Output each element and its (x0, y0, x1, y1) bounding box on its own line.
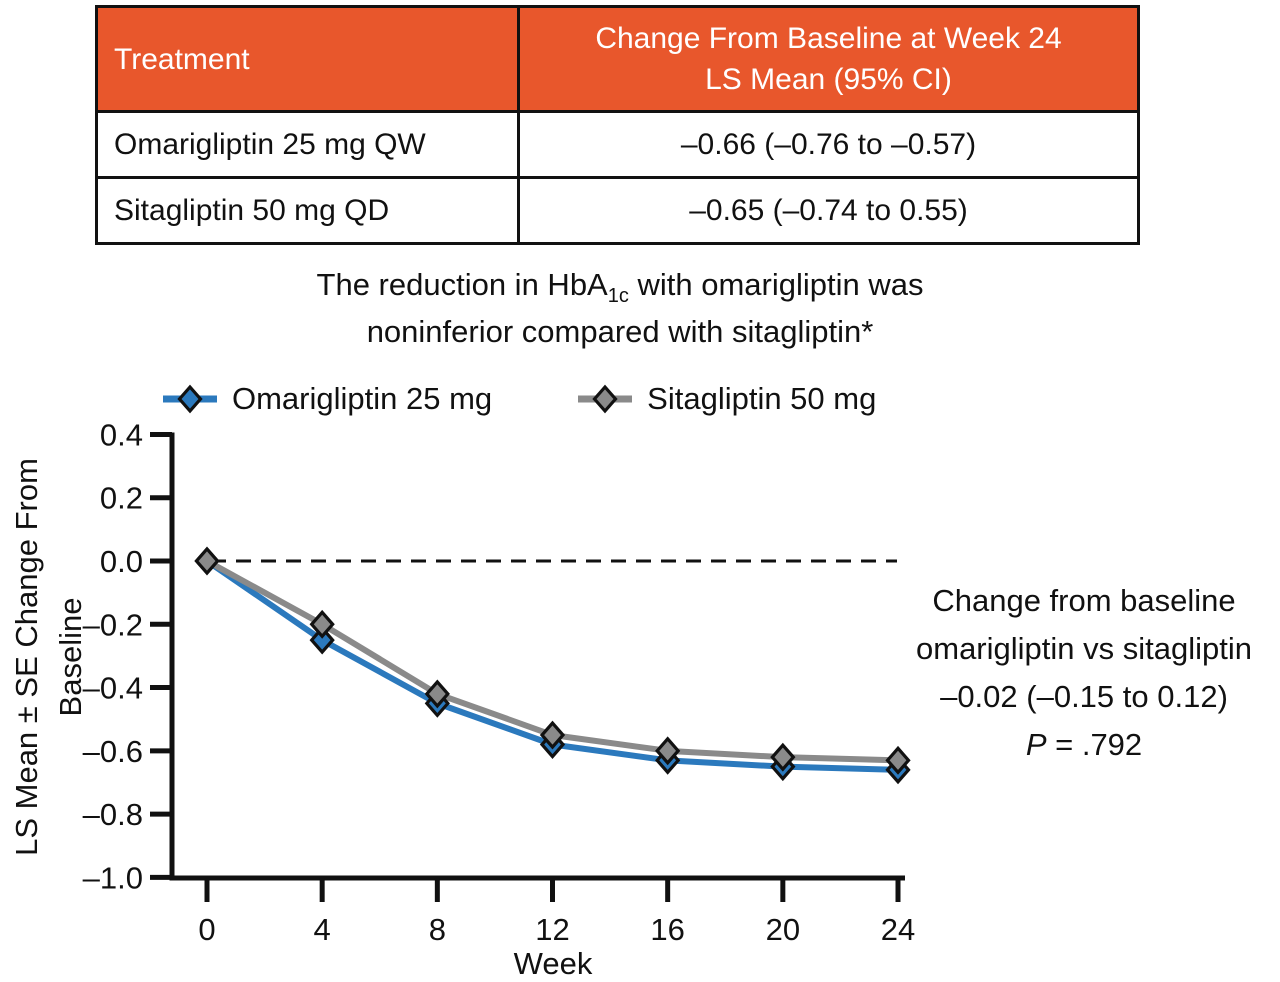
annotation-line2: omarigliptin vs sitagliptin (916, 631, 1252, 666)
statistics-annotation: Change from baseline omarigliptin vs sit… (872, 577, 1280, 769)
annotation-p-symbol: P (1025, 727, 1047, 762)
svg-text:LS Mean ± SE Change From: LS Mean ± SE Change From (9, 458, 44, 856)
table-cell-value: –0.65 (–0.74 to 0.55) (517, 176, 1140, 245)
subtitle-line2: noninferior compared with sitagliptin* (366, 314, 874, 349)
legend-item-omarigliptin: Omarigliptin 25 mg (163, 381, 492, 417)
legend-line-diamond-icon (578, 384, 633, 414)
y-axis-ticks: 0.4 0.2 0.0 –0.2 –0.4 –0.6 –0.8 –1.0 (83, 417, 172, 895)
subtitle-line1-suffix: with omarigliptin was (628, 267, 924, 302)
diamond-marker (770, 742, 796, 772)
diamond-marker (885, 745, 911, 775)
diamond-marker (539, 720, 566, 750)
legend-label-sitagliptin: Sitagliptin 50 mg (647, 381, 877, 416)
table-row-sitagliptin: Sitagliptin 50 mg QD –0.65 (–0.74 to 0.5… (95, 176, 1140, 245)
diamond-marker (309, 609, 335, 639)
table-header-change-line1: Change From Baseline at Week 24 (595, 22, 1062, 55)
x-tick-label: 20 (766, 912, 800, 947)
y-tick-label: –0.6 (83, 734, 143, 769)
table-cell-treatment: Omarigliptin 25 mg QW (95, 110, 520, 179)
table-header-row: Treatment Change From Baseline at Week 2… (95, 5, 1140, 113)
axes (169, 432, 905, 881)
svg-text:Baseline: Baseline (53, 598, 88, 717)
diamond-marker (655, 736, 681, 766)
annotation-p-value-text: = .792 (1046, 727, 1143, 762)
table-cell-value: –0.66 (–0.76 to –0.57) (517, 110, 1140, 179)
y-axis-label: LS Mean ± SE Change From Baseline (9, 458, 88, 856)
chart-legend: Omarigliptin 25 mg Sitagliptin 50 mg (163, 381, 876, 417)
legend-item-sitagliptin: Sitagliptin 50 mg (578, 381, 876, 417)
annotation-line1: Change from baseline (932, 583, 1236, 618)
y-tick-label: –1.0 (83, 860, 143, 895)
annotation-line3: –0.02 (–0.15 to 0.12) (940, 679, 1228, 714)
x-axis-label: Week (513, 946, 593, 981)
y-tick-label: –0.2 (83, 607, 143, 642)
subtitle-line1: The reduction in HbA1c with omarigliptin… (95, 261, 1145, 308)
x-tick-label: 0 (198, 912, 215, 947)
annotation-pvalue: P = .792 (872, 721, 1280, 769)
figure-subtitle: The reduction in HbA1c with omarigliptin… (95, 261, 1145, 355)
table-row-omarigliptin: Omarigliptin 25 mg QW –0.66 (–0.76 to –0… (95, 110, 1140, 179)
y-tick-label: 0.2 (100, 481, 143, 516)
table-cell-treatment: Sitagliptin 50 mg QD (95, 176, 520, 245)
legend-line-diamond-icon (163, 384, 217, 414)
diamond-marker (424, 679, 450, 709)
y-tick-label: 0.4 (100, 417, 143, 452)
table-header-treatment: Treatment (95, 5, 520, 113)
table-header-change: Change From Baseline at Week 24 LS Mean … (517, 5, 1140, 113)
diamond-marker (194, 546, 220, 576)
x-axis-ticks: 0 4 8 12 16 20 24 (198, 878, 915, 947)
treatment-summary-table: Treatment Change From Baseline at Week 2… (95, 5, 1140, 245)
y-tick-label: –0.8 (83, 797, 143, 832)
table-header-change-line2: LS Mean (95% CI) (705, 63, 952, 96)
diamond-marker (309, 625, 335, 655)
x-tick-label: 4 (314, 912, 331, 947)
x-tick-label: 24 (881, 912, 915, 947)
y-tick-label: 0.0 (100, 544, 143, 579)
legend-label-omarigliptin: Omarigliptin 25 mg (232, 381, 493, 416)
x-tick-label: 16 (650, 912, 684, 947)
line-chart: 0.4 0.2 0.0 –0.2 –0.4 –0.6 –0.8 –1.0 0 4 8 12 16 20 24… (9, 417, 915, 947)
y-tick-label: –0.4 (83, 671, 143, 706)
x-tick-label: 8 (429, 912, 446, 947)
series-markers-sitagliptin-50-mg (194, 546, 911, 775)
hba1c-subscript: 1c (607, 285, 629, 307)
x-tick-label: 12 (535, 912, 569, 947)
subtitle-line1-prefix: The reduction in HbA (316, 267, 608, 302)
